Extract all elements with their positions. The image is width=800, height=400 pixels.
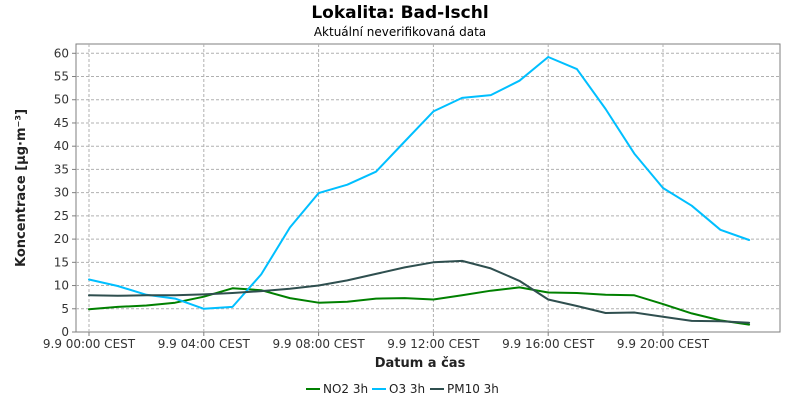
x-tick-label: 9.9 20:00 CEST (617, 337, 710, 351)
x-tick-label: 9.9 04:00 CEST (158, 337, 251, 351)
y-tick-label: 25 (54, 209, 69, 223)
y-tick-label: 5 (61, 302, 69, 316)
x-tick-label: 9.9 12:00 CEST (387, 337, 480, 351)
legend: NO2 3h O3 3h PM10 3h (306, 382, 499, 396)
legend-item: PM10 3h (430, 382, 499, 396)
legend-label: PM10 3h (447, 382, 499, 396)
y-tick-label: 30 (54, 186, 69, 200)
chart-title: Lokalita: Bad-Ischl (311, 3, 488, 23)
x-axis-ticks: 9.9 00:00 CEST 9.9 04:00 CEST 9.9 08:00 CE… (43, 332, 710, 351)
y-tick-label: 55 (54, 70, 69, 84)
y-tick-label: 60 (54, 46, 69, 60)
y-tick-label: 45 (54, 116, 69, 130)
legend-label: O3 3h (389, 382, 425, 396)
y-tick-label: 0 (61, 325, 69, 339)
gridlines (76, 44, 780, 332)
y-axis-title: Koncentrace [µg·m⁻³] (14, 109, 29, 267)
y-tick-label: 15 (54, 255, 69, 269)
y-tick-label: 50 (54, 93, 69, 107)
series-lines (88, 56, 751, 326)
series-line-o3-3h (88, 56, 751, 310)
x-tick-label: 9.9 08:00 CEST (272, 337, 365, 351)
x-tick-label: 9.9 00:00 CEST (43, 337, 136, 351)
series-line-pm10-3h (88, 259, 751, 324)
legend-item: O3 3h (372, 382, 425, 396)
legend-label: NO2 3h (323, 382, 368, 396)
plot-area (75, 43, 781, 333)
y-tick-label: 40 (54, 139, 69, 153)
series-line-no2-3h (88, 286, 751, 326)
x-axis-title: Datum a čas (375, 356, 466, 371)
legend-item: NO2 3h (306, 382, 368, 396)
chart-subtitle: Aktuální neverifikovaná data (314, 25, 486, 39)
y-tick-label: 10 (54, 279, 69, 293)
y-tick-label: 35 (54, 162, 69, 176)
x-tick-label: 9.9 16:00 CEST (502, 337, 595, 351)
y-tick-label: 20 (54, 232, 69, 246)
y-axis-ticks: 0 5 10 15 20 25 30 35 40 45 50 55 60 (54, 46, 76, 339)
